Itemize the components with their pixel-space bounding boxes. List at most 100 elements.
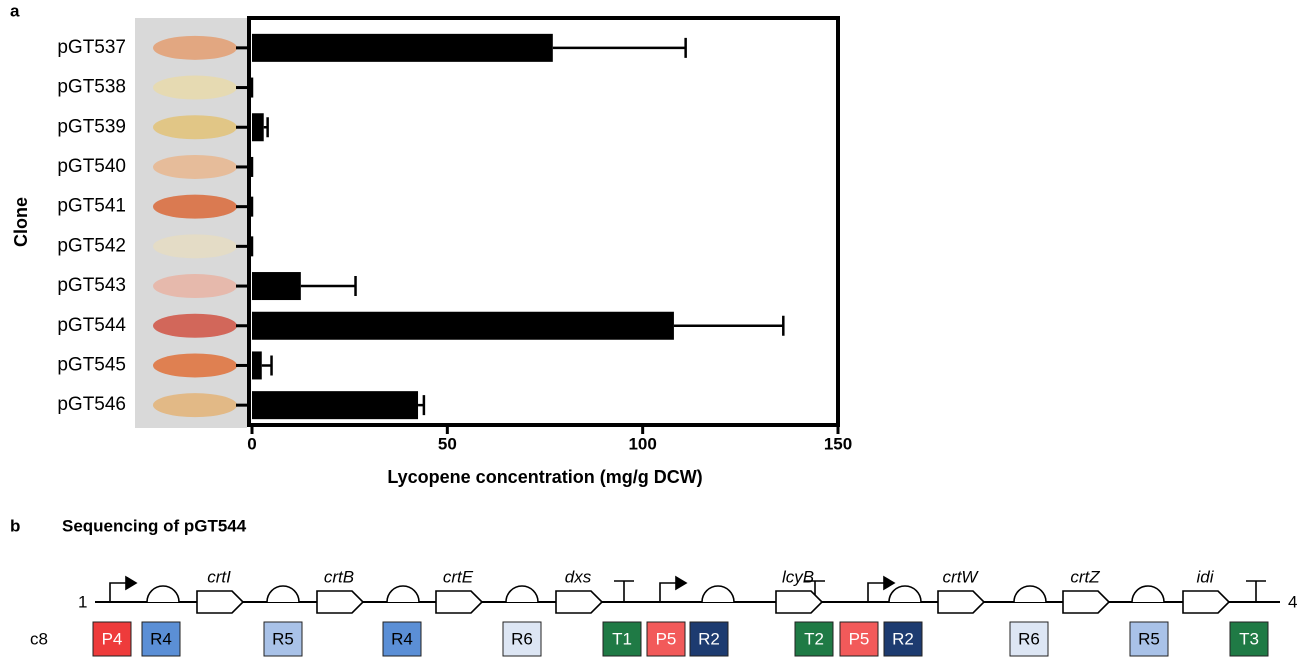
part-label: T1 — [612, 629, 632, 648]
tube — [153, 115, 237, 140]
y-tick-label: pGT545 — [57, 354, 126, 375]
part-box — [839, 621, 879, 657]
rbs — [146, 585, 180, 603]
gene-arrow — [1062, 590, 1111, 614]
rbs — [266, 585, 300, 603]
gene-arrow — [555, 590, 604, 614]
part-box — [794, 621, 834, 657]
part-box — [689, 621, 729, 657]
part-label: P5 — [656, 629, 677, 648]
gene-label: idi — [1196, 567, 1214, 586]
bar — [252, 272, 301, 301]
gene-label: lcyB — [782, 567, 814, 586]
error-bar — [418, 395, 426, 416]
part-label: R5 — [1138, 629, 1160, 648]
part-label: R4 — [150, 629, 172, 648]
end-label: 4 — [1288, 592, 1297, 611]
gene-label: crtI — [207, 567, 231, 586]
gene-label: crtB — [324, 567, 354, 586]
gene-label: dxs — [565, 567, 592, 586]
part-label: R6 — [1018, 629, 1040, 648]
part-label: R6 — [511, 629, 533, 648]
tube — [153, 75, 237, 100]
y-tick-label: pGT539 — [57, 116, 126, 137]
error-bar — [300, 276, 357, 297]
error-bar — [673, 315, 785, 336]
part-box — [883, 621, 923, 657]
gene-arrow — [775, 590, 824, 614]
part-box — [646, 621, 686, 657]
start-label: 1 — [78, 592, 87, 611]
y-axis-label: Clone — [11, 197, 31, 247]
bar — [252, 113, 264, 142]
y-tick-label: pGT538 — [57, 77, 126, 98]
y-tick-label: pGT540 — [57, 156, 126, 177]
rbs — [505, 585, 539, 603]
bar — [252, 391, 419, 420]
part-box — [141, 621, 181, 657]
y-tick-label: pGT537 — [57, 37, 126, 58]
x-axis-label: Lycopene concentration (mg/g DCW) — [387, 467, 702, 487]
promoters — [109, 575, 896, 602]
part-box — [1229, 621, 1269, 657]
tube — [153, 234, 237, 259]
part-label: R2 — [892, 629, 914, 648]
part-label: P5 — [849, 629, 870, 648]
rbs — [1013, 585, 1047, 603]
gene-arrow — [1182, 590, 1231, 614]
part-box — [92, 621, 132, 657]
tube — [153, 154, 237, 179]
x-tick-label: 50 — [438, 434, 457, 453]
gene-label: crtZ — [1070, 567, 1100, 586]
error-bar — [263, 117, 269, 138]
x-tick-label: 0 — [247, 434, 256, 453]
part-box — [382, 621, 422, 657]
plot-frame — [247, 16, 840, 427]
y-tick-label: pGT544 — [57, 315, 126, 336]
part-box — [263, 621, 303, 657]
y-tick-label: pGT542 — [57, 235, 126, 256]
y-tick-label: pGT543 — [57, 275, 126, 296]
y-tick-label: pGT541 — [57, 196, 126, 217]
rbs — [701, 585, 735, 603]
panel-label: a — [10, 1, 20, 20]
part-label: R2 — [698, 629, 720, 648]
panel-label: b — [10, 516, 20, 535]
part-box — [502, 621, 542, 657]
gene-arrow — [316, 590, 365, 614]
tube — [153, 313, 237, 338]
part-box — [1129, 621, 1169, 657]
error-bar — [552, 37, 687, 58]
bar — [252, 351, 262, 380]
gene-arrow — [937, 590, 986, 614]
row-label: c8 — [30, 629, 48, 648]
terminators — [614, 580, 1266, 602]
part-box — [1009, 621, 1049, 657]
tube — [153, 274, 237, 299]
x-tick-label: 100 — [628, 434, 656, 453]
part-label: T3 — [1239, 629, 1259, 648]
tube — [153, 353, 237, 378]
bar — [252, 311, 674, 340]
tube — [153, 393, 237, 418]
gene-arrow — [435, 590, 484, 614]
part-label: P4 — [102, 629, 123, 648]
gene-label: crtE — [443, 567, 474, 586]
tube — [153, 194, 237, 219]
part-label: R5 — [272, 629, 294, 648]
gene-arrow — [196, 590, 245, 614]
y-tick-label: pGT546 — [57, 394, 126, 415]
bar — [252, 33, 553, 62]
tube — [153, 35, 237, 60]
part-label: R4 — [391, 629, 413, 648]
x-tick-label: 150 — [824, 434, 852, 453]
rbs — [1131, 585, 1165, 603]
error-bar — [261, 355, 273, 376]
rbs — [888, 585, 922, 603]
rbs — [386, 585, 420, 603]
part-label: T2 — [804, 629, 824, 648]
diagram-title: Sequencing of pGT544 — [62, 516, 247, 535]
gene-label: crtW — [943, 567, 980, 586]
part-box — [602, 621, 642, 657]
